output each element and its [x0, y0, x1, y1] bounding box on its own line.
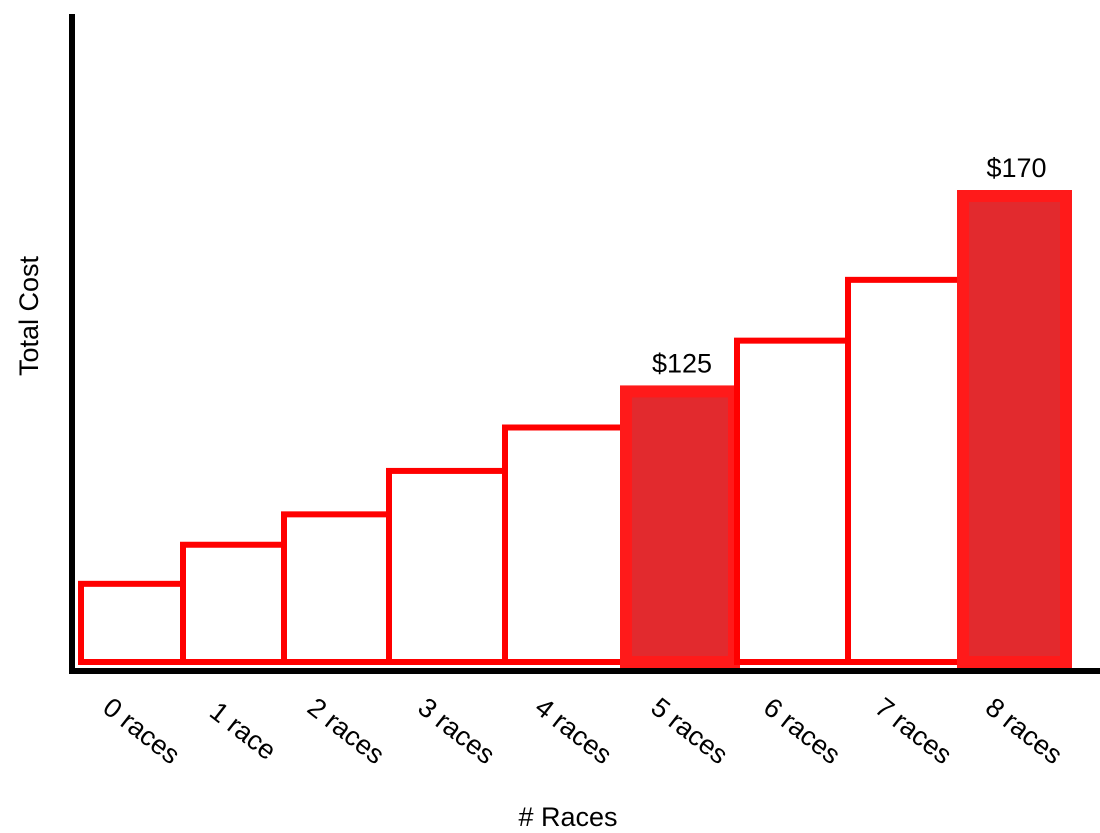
bar-0 — [78, 580, 186, 665]
bar-2 — [281, 511, 392, 666]
bar-4 — [502, 424, 626, 665]
x-tick-label: 6 races — [758, 692, 846, 770]
bars-group — [78, 190, 1072, 668]
x-tick-label: 0 races — [97, 692, 185, 770]
bar-3 — [386, 467, 508, 666]
bar-5 — [620, 385, 740, 668]
x-tick-label: 2 races — [302, 692, 390, 770]
bar-1 — [180, 541, 287, 665]
bar-8 — [957, 190, 1072, 668]
x-tick-labels: 0 races 1 race 2 races 3 races 4 races 5 race… — [97, 692, 1068, 770]
x-tick-label: 7 races — [869, 692, 957, 770]
y-axis-label: Total Cost — [14, 255, 44, 376]
data-label: $170 — [986, 153, 1046, 183]
x-axis-label: # Races — [518, 802, 617, 832]
x-tick-label: 5 races — [645, 692, 733, 770]
bar-6 — [734, 337, 851, 665]
x-tick-label: 1 race — [204, 696, 282, 766]
data-labels: $125 $170 — [652, 153, 1047, 378]
bar-7 — [845, 276, 963, 665]
data-label: $125 — [652, 348, 712, 378]
x-tick-label: 4 races — [529, 692, 617, 770]
x-tick-label: 3 races — [412, 692, 500, 770]
x-tick-label: 8 races — [980, 692, 1068, 770]
